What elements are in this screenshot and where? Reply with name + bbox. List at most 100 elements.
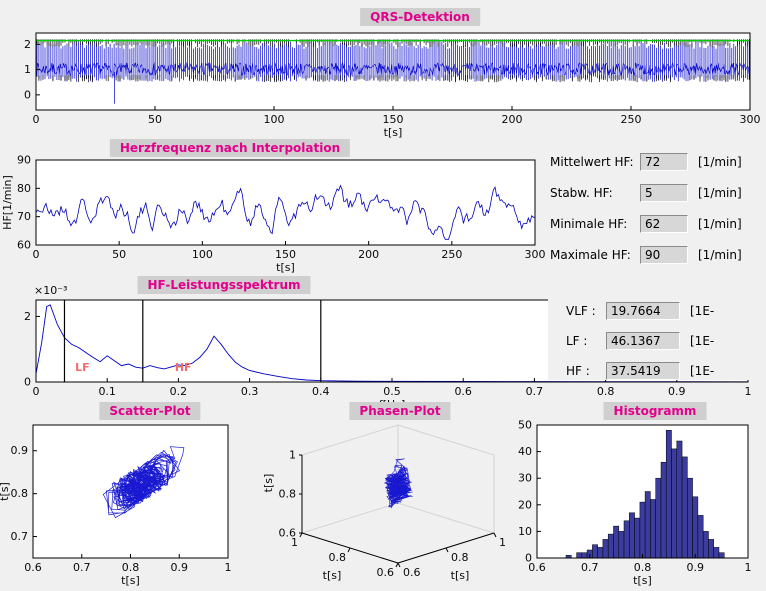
- svg-text:0.7: 0.7: [526, 385, 544, 398]
- vlf-field[interactable]: 19.7664: [606, 301, 680, 320]
- mean-hr-label: Mittelwert HF:: [550, 154, 634, 169]
- svg-text:0.6: 0.6: [454, 385, 472, 398]
- svg-text:1: 1: [499, 536, 506, 549]
- svg-text:90: 90: [17, 154, 31, 167]
- svg-text:0.2: 0.2: [170, 385, 188, 398]
- svg-text:HF[1/min]: HF[1/min]: [1, 175, 14, 230]
- svg-text:t[s]: t[s]: [121, 574, 140, 587]
- svg-text:0.7: 0.7: [11, 530, 29, 543]
- lf-unit: [1E-: [690, 333, 715, 348]
- svg-text:100: 100: [192, 248, 213, 261]
- histogram-plot-title: Histogramm: [603, 402, 707, 420]
- max-hr-row: Maximale HF: 90 [1/min]: [550, 245, 742, 264]
- min-hr-field[interactable]: 62: [640, 214, 688, 233]
- qrs-plot-title: QRS-Detektion: [360, 8, 480, 26]
- svg-text:100: 100: [264, 113, 285, 126]
- svg-text:0: 0: [24, 88, 31, 101]
- std-hr-row: Stabw. HF: 5 [1/min]: [550, 183, 742, 202]
- svg-text:0.5: 0.5: [383, 385, 401, 398]
- svg-text:50: 50: [148, 113, 162, 126]
- std-hr-field[interactable]: 5: [640, 183, 688, 202]
- svg-text:0.6: 0.6: [528, 561, 546, 574]
- vlf-unit: [1E-: [690, 303, 715, 318]
- mean-hr-unit: [1/min]: [698, 154, 742, 169]
- svg-text:t[s]: t[s]: [451, 569, 470, 582]
- svg-text:×10⁻³: ×10⁻³: [34, 284, 67, 297]
- heart-rate-plot-title: Herzfrequenz nach Interpolation: [109, 139, 351, 157]
- svg-text:t[s]: t[s]: [384, 126, 403, 139]
- scatter-plot-title: Scatter-Plot: [99, 402, 201, 420]
- svg-text:0.7: 0.7: [581, 561, 599, 574]
- mean-hr-field[interactable]: 72: [640, 152, 688, 171]
- svg-text:150: 150: [275, 248, 296, 261]
- svg-text:300: 300: [525, 248, 546, 261]
- svg-text:150: 150: [383, 113, 404, 126]
- svg-text:t[s]: t[s]: [276, 261, 295, 274]
- svg-text:300: 300: [740, 113, 761, 126]
- max-hr-label: Maximale HF:: [550, 247, 631, 262]
- svg-text:30: 30: [518, 472, 532, 485]
- lf-field[interactable]: 46.1367: [606, 331, 680, 350]
- svg-text:0.8: 0.8: [279, 488, 297, 501]
- spectrum-plot-title: HF-Leistungsspektrum: [137, 276, 311, 294]
- svg-text:1: 1: [289, 449, 296, 462]
- hf-label: HF :: [566, 363, 590, 378]
- mean-hr-row: Mittelwert HF: 72 [1/min]: [550, 152, 742, 171]
- svg-text:0.6: 0.6: [403, 566, 421, 579]
- hf-row: HF : 37.5419 [1E-: [566, 361, 714, 380]
- svg-text:0: 0: [33, 248, 40, 261]
- svg-text:60: 60: [17, 239, 31, 252]
- svg-text:0.8: 0.8: [122, 561, 140, 574]
- svg-text:250: 250: [441, 248, 462, 261]
- std-hr-label: Stabw. HF:: [550, 185, 613, 200]
- heart-rate-plot: 0 50 100 150 200 250 300 60 70 80 90 t[s] HF[1/min]: [1, 154, 546, 275]
- max-hr-field[interactable]: 90: [640, 245, 688, 264]
- svg-text:0.9: 0.9: [11, 444, 29, 457]
- svg-text:t[s]: t[s]: [262, 474, 275, 493]
- svg-text:2: 2: [24, 38, 31, 51]
- svg-text:0.9: 0.9: [668, 385, 686, 398]
- svg-text:50: 50: [518, 419, 532, 432]
- svg-text:0.3: 0.3: [241, 385, 259, 398]
- phase-plot-title: Phasen-Plot: [349, 402, 451, 420]
- svg-text:40: 40: [518, 445, 532, 458]
- svg-text:10: 10: [518, 525, 532, 538]
- svg-text:80: 80: [17, 182, 31, 195]
- svg-text:0.8: 0.8: [597, 385, 615, 398]
- svg-text:0.1: 0.1: [98, 385, 116, 398]
- svg-text:0.6: 0.6: [279, 527, 297, 540]
- svg-text:LF: LF: [75, 361, 90, 374]
- band-power-panel: VLF : 19.7664 [1E- LF : 46.1367 [1E- HF …: [548, 293, 766, 380]
- svg-text:0.8: 0.8: [329, 551, 347, 564]
- svg-text:0: 0: [24, 376, 31, 389]
- svg-text:1: 1: [24, 63, 31, 76]
- hf-unit: [1E-: [690, 363, 715, 378]
- svg-text:0.6: 0.6: [24, 561, 42, 574]
- svg-text:0: 0: [525, 552, 532, 565]
- svg-text:1: 1: [745, 561, 752, 574]
- svg-text:0.8: 0.8: [634, 561, 652, 574]
- scatter-plot: 0.6 0.7 0.8 0.9 1 0.7 0.8 0.9 t[s] t[s]: [0, 424, 232, 587]
- svg-text:200: 200: [502, 113, 523, 126]
- phase-plot: 0.6 0.6 0.6 0.8 0.8 0.8 1 1 1 t[s] t[s] t[s]: [262, 424, 506, 582]
- svg-text:0.6: 0.6: [377, 566, 395, 579]
- vlf-row: VLF : 19.7664 [1E-: [566, 301, 714, 320]
- svg-text:0: 0: [33, 385, 40, 398]
- svg-text:0.4: 0.4: [312, 385, 330, 398]
- vlf-label: VLF :: [566, 303, 596, 318]
- svg-text:0.8: 0.8: [11, 487, 29, 500]
- svg-text:t[s]: t[s]: [0, 482, 11, 501]
- svg-text:70: 70: [17, 210, 31, 223]
- svg-text:0.8: 0.8: [451, 551, 469, 564]
- svg-text:HF: HF: [175, 361, 192, 374]
- svg-text:1: 1: [291, 536, 298, 549]
- svg-text:200: 200: [358, 248, 379, 261]
- min-hr-unit: [1/min]: [698, 216, 742, 231]
- max-hr-unit: [1/min]: [698, 247, 742, 262]
- svg-text:50: 50: [112, 248, 126, 261]
- min-hr-label: Minimale HF:: [550, 216, 628, 231]
- hf-field[interactable]: 37.5419: [606, 361, 680, 380]
- svg-text:0: 0: [33, 113, 40, 126]
